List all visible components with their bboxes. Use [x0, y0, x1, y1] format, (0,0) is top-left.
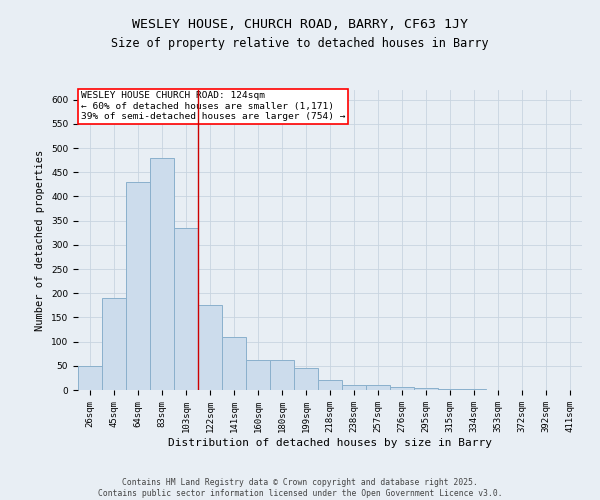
- Text: WESLEY HOUSE CHURCH ROAD: 124sqm
← 60% of detached houses are smaller (1,171)
39: WESLEY HOUSE CHURCH ROAD: 124sqm ← 60% o…: [80, 92, 345, 122]
- Bar: [342, 385, 366, 390]
- Bar: [78, 366, 102, 390]
- Text: WESLEY HOUSE, CHURCH ROAD, BARRY, CF63 1JY: WESLEY HOUSE, CHURCH ROAD, BARRY, CF63 1…: [132, 18, 468, 30]
- Bar: [318, 380, 342, 390]
- Bar: [270, 360, 294, 390]
- Bar: [174, 228, 198, 390]
- Bar: [390, 386, 414, 390]
- Text: Size of property relative to detached houses in Barry: Size of property relative to detached ho…: [111, 38, 489, 51]
- Bar: [294, 368, 318, 390]
- Bar: [198, 306, 222, 390]
- Bar: [438, 388, 462, 390]
- X-axis label: Distribution of detached houses by size in Barry: Distribution of detached houses by size …: [168, 438, 492, 448]
- Bar: [414, 388, 438, 390]
- Bar: [222, 337, 246, 390]
- Bar: [462, 389, 486, 390]
- Text: Contains HM Land Registry data © Crown copyright and database right 2025.
Contai: Contains HM Land Registry data © Crown c…: [98, 478, 502, 498]
- Bar: [102, 298, 126, 390]
- Bar: [126, 182, 150, 390]
- Y-axis label: Number of detached properties: Number of detached properties: [35, 150, 46, 330]
- Bar: [150, 158, 174, 390]
- Bar: [366, 385, 390, 390]
- Bar: [246, 360, 270, 390]
